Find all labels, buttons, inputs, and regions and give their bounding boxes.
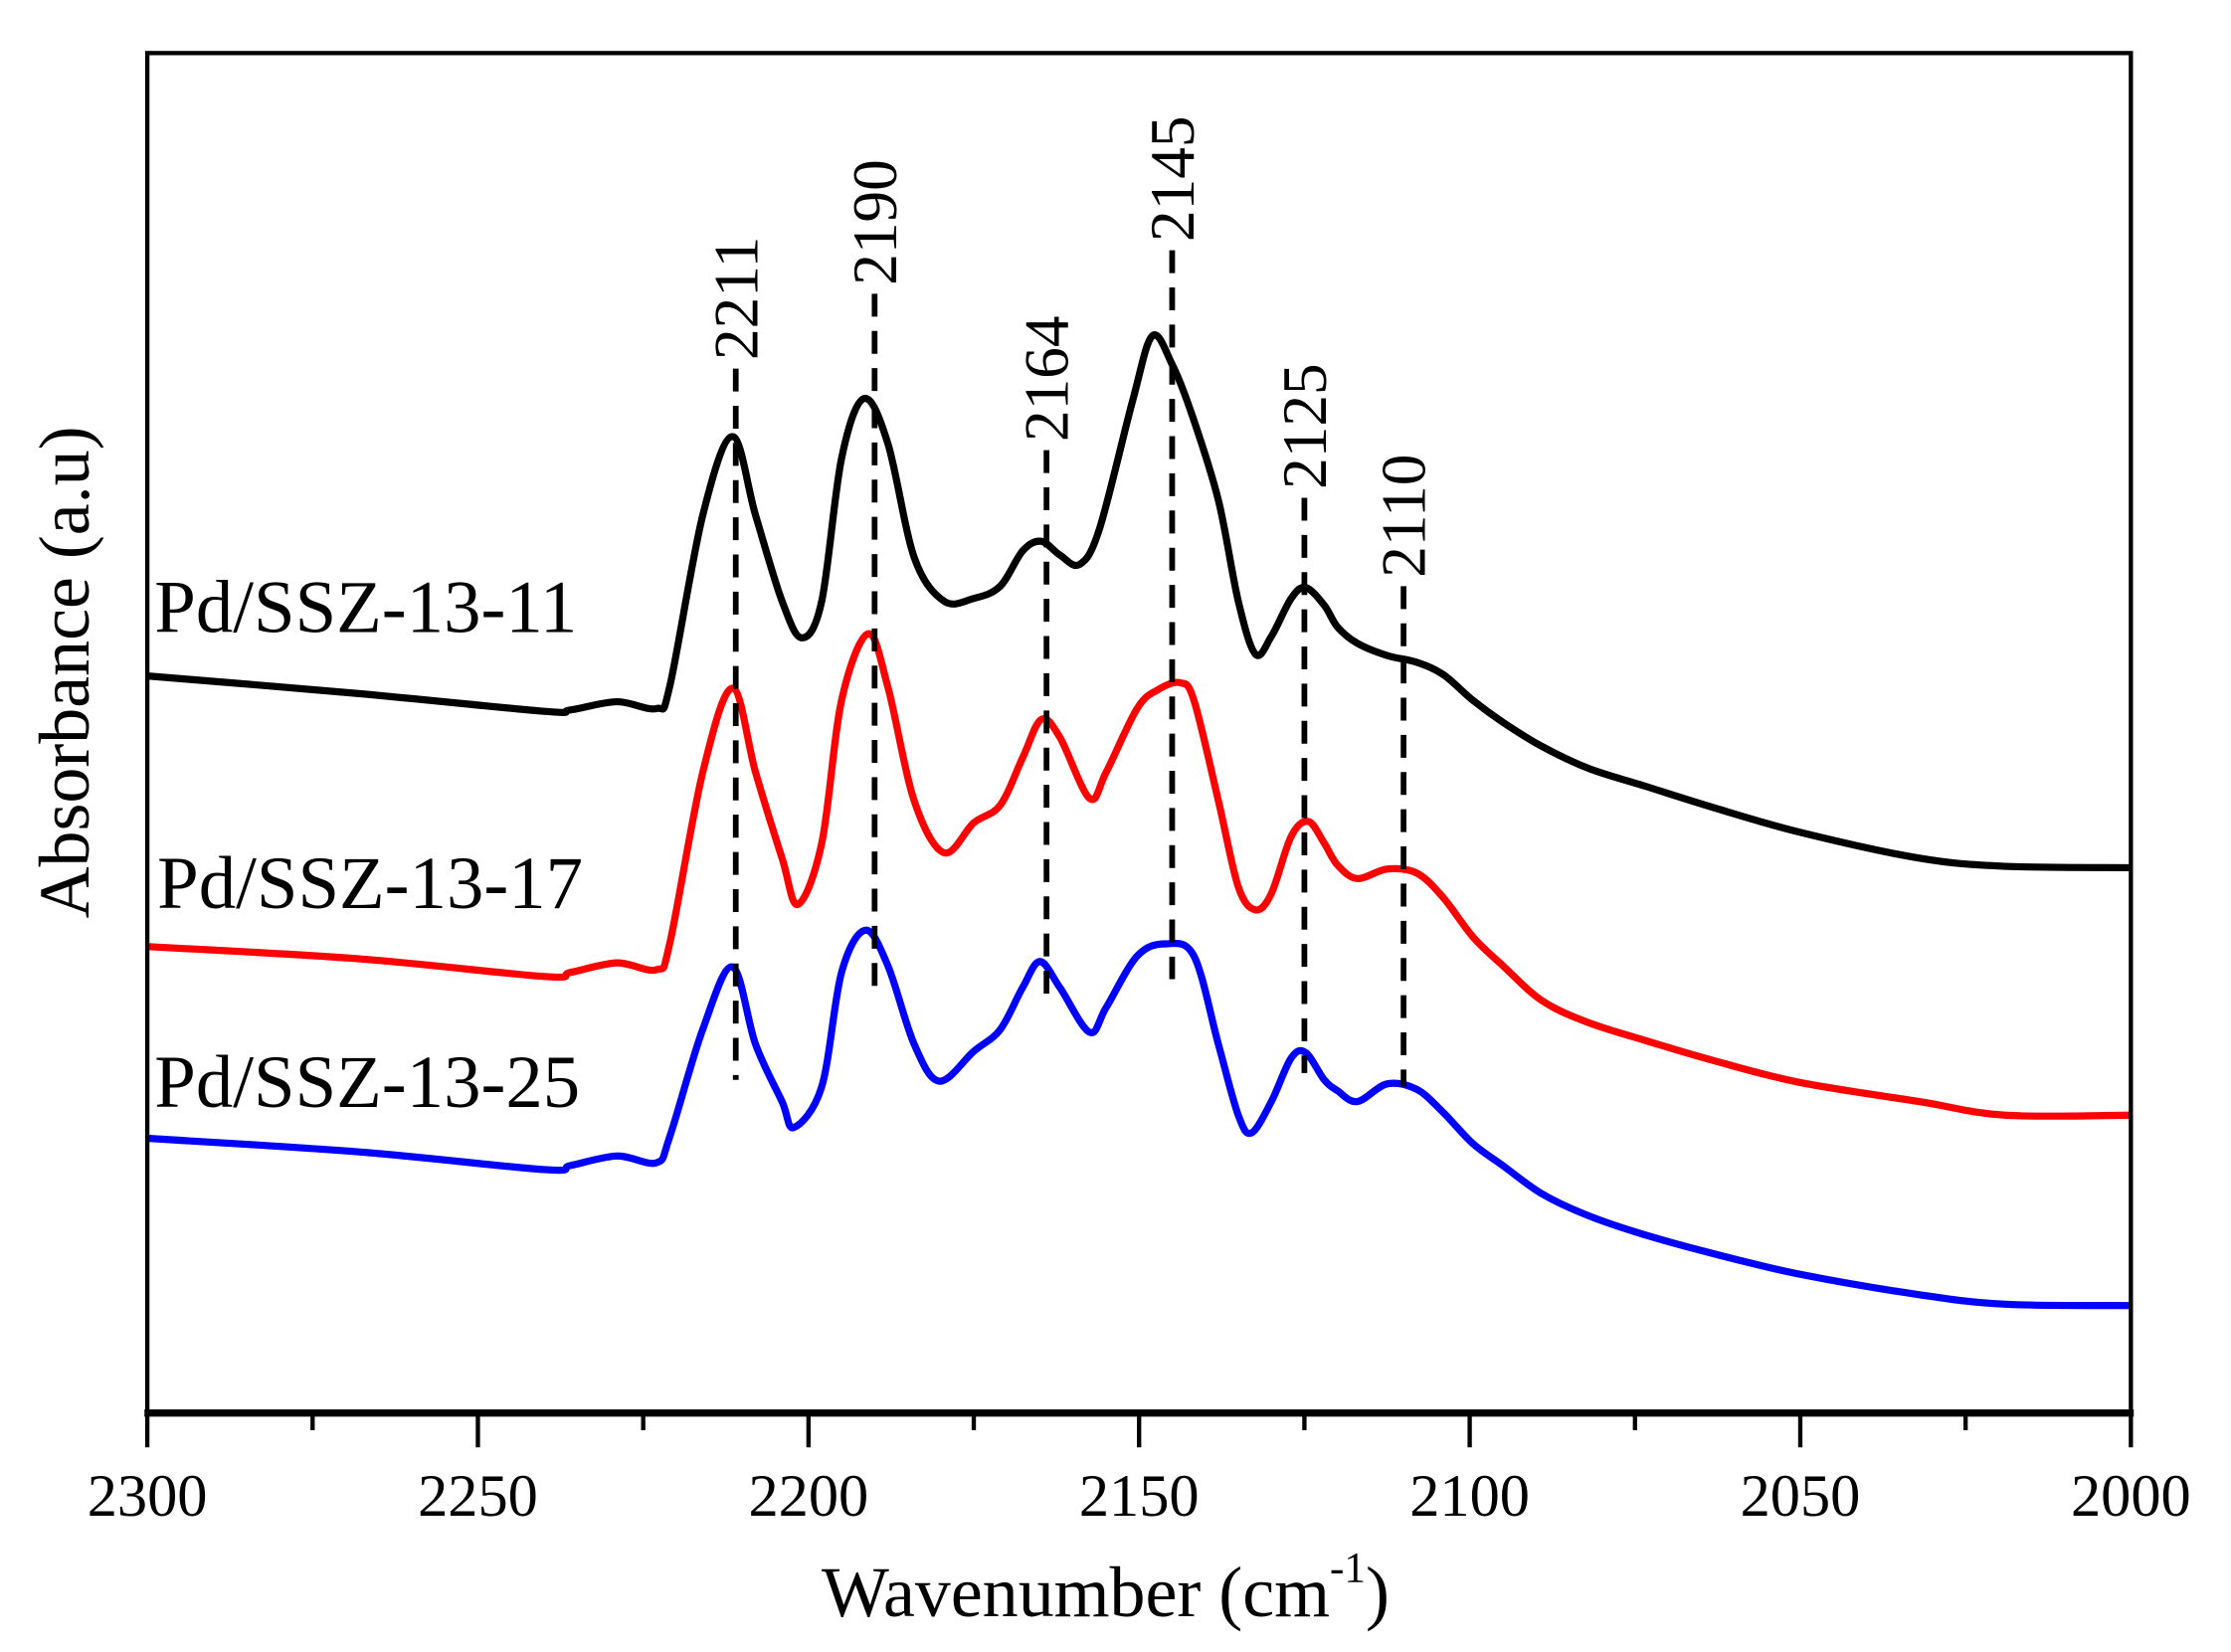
- x-axis-title-close: ): [1366, 1553, 1390, 1632]
- x-tick-label-2050: 2050: [1741, 1463, 1861, 1530]
- peak-label-2211: 2211: [701, 237, 771, 360]
- x-axis-title: Wavenumber (cm-1): [822, 1545, 1390, 1632]
- x-axis-title-sup: -1: [1330, 1545, 1366, 1591]
- x-tick-label-2200: 2200: [748, 1463, 868, 1530]
- peak-label-2125: 2125: [1270, 363, 1340, 489]
- series-label-pd-ssz-13-17: Pd/SSZ-13-17: [157, 842, 583, 925]
- series-line-pd-ssz-13-17: [146, 630, 2132, 1120]
- series-label-pd-ssz-13-25: Pd/SSZ-13-25: [154, 1041, 580, 1124]
- peak-label-2110: 2110: [1370, 455, 1439, 578]
- series-label-pd-ssz-13-11: Pd/SSZ-13-11: [154, 567, 577, 649]
- x-tick-label-2250: 2250: [418, 1463, 538, 1530]
- x-axis-title-text: Wavenumber (cm: [822, 1553, 1330, 1632]
- peak-label-2145: 2145: [1138, 115, 1208, 242]
- series-line-pd-ssz-13-11: [146, 331, 2132, 872]
- series-layer: [146, 331, 2132, 1310]
- x-tick-label-2000: 2000: [2071, 1463, 2191, 1530]
- peak-label-2164: 2164: [1013, 316, 1082, 443]
- annotation-layer: 2211 2190 2164 2145 2125 2110: [701, 115, 1439, 1087]
- x-tick-label-2150: 2150: [1079, 1463, 1200, 1530]
- y-axis-title: Absorbance (a.u): [25, 426, 104, 918]
- peak-label-2190: 2190: [840, 159, 910, 285]
- x-tick-label-2100: 2100: [1409, 1463, 1530, 1530]
- x-ticks: 2300 2250 2200 2150 2100 2050 2000: [88, 1412, 2191, 1530]
- series-line-pd-ssz-13-25: [146, 926, 2132, 1310]
- x-tick-label-2300: 2300: [88, 1463, 208, 1530]
